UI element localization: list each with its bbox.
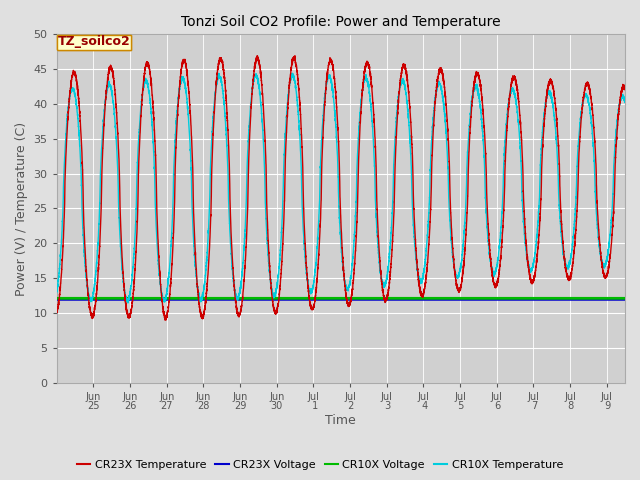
X-axis label: Time: Time bbox=[326, 414, 356, 427]
Y-axis label: Power (V) / Temperature (C): Power (V) / Temperature (C) bbox=[15, 121, 28, 296]
Legend:  bbox=[58, 35, 131, 49]
Title: Tonzi Soil CO2 Profile: Power and Temperature: Tonzi Soil CO2 Profile: Power and Temper… bbox=[181, 15, 500, 29]
Legend: CR23X Temperature, CR23X Voltage, CR10X Voltage, CR10X Temperature: CR23X Temperature, CR23X Voltage, CR10X … bbox=[73, 456, 567, 474]
